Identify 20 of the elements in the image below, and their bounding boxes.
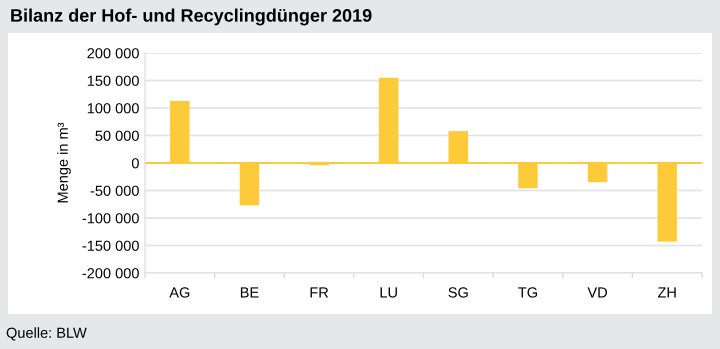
y-axis-title: Menge in m³ <box>57 122 71 202</box>
x-tick-label: BE <box>240 287 259 298</box>
y-tick-label: 200 000 <box>87 48 139 58</box>
x-tick-label: FR <box>310 287 328 298</box>
y-tick-label: 0 <box>132 158 139 168</box>
x-tick-label: ZH <box>658 287 676 298</box>
y-tick-label: 150 000 <box>88 76 139 86</box>
x-tick-label: SG <box>448 287 468 298</box>
y-tick-label: 50 000 <box>95 130 139 141</box>
y-tick-label: -50 000 <box>90 186 139 196</box>
x-tick-label: LU <box>380 287 397 298</box>
x-tick-label: AG <box>169 287 190 298</box>
y-tick-label: 100 000 <box>88 103 139 114</box>
chart-title: Bilanz der Hof- und Recyclingdünger 2019 <box>11 8 372 26</box>
x-tick-label: TG <box>518 287 537 298</box>
y-tick-label: -100 000 <box>82 213 139 224</box>
x-tick-label: VD <box>587 287 607 298</box>
y-tick-label: -150 000 <box>82 240 139 251</box>
source-note: Quelle: BLW <box>6 327 87 341</box>
y-tick-label: -200 000 <box>82 268 139 278</box>
